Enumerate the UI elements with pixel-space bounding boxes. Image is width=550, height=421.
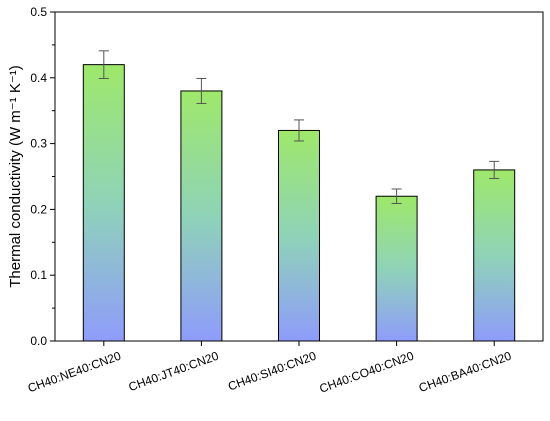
bar-2	[180, 90, 223, 342]
x-tick-label: CH40:BA40:CN20	[417, 349, 514, 396]
y-tick-label: 0.5	[30, 5, 47, 19]
x-tick-label: CH40:CO40:CN20	[317, 349, 415, 396]
error-bar-1	[98, 50, 109, 79]
x-tick-label: CH40:SI40:CN20	[226, 349, 318, 394]
x-axis: CH40:NE40:CN20 CH40:JT40:CN20 CH40:SI40:CN…	[26, 341, 514, 396]
x-tick-label: CH40:JT40:CN20	[127, 349, 221, 395]
bars-layer	[82, 64, 516, 342]
error-bar-4	[391, 188, 402, 204]
y-tick-label: 0.1	[30, 268, 47, 282]
bar-5	[473, 169, 516, 342]
y-axis-title: Thermal conductivity (W m⁻¹ K⁻¹)	[7, 65, 24, 288]
bar-3	[278, 129, 320, 342]
y-tick-label: 0.3	[30, 137, 47, 151]
y-tick-label: 0.4	[30, 71, 47, 85]
error-bar-2	[196, 77, 207, 104]
bar-4	[375, 195, 418, 342]
error-bar-3	[294, 119, 304, 142]
y-tick-label: 0.2	[30, 202, 47, 216]
error-bars-layer	[98, 50, 500, 204]
y-tick-label: 0.0	[30, 334, 47, 348]
x-tick-label: CH40:NE40:CN20	[26, 349, 123, 396]
y-axis: 0.0 0.1 0.2 0.3 0.4 0.5	[30, 5, 55, 348]
bar-1	[82, 64, 125, 342]
error-bar-5	[489, 160, 500, 179]
